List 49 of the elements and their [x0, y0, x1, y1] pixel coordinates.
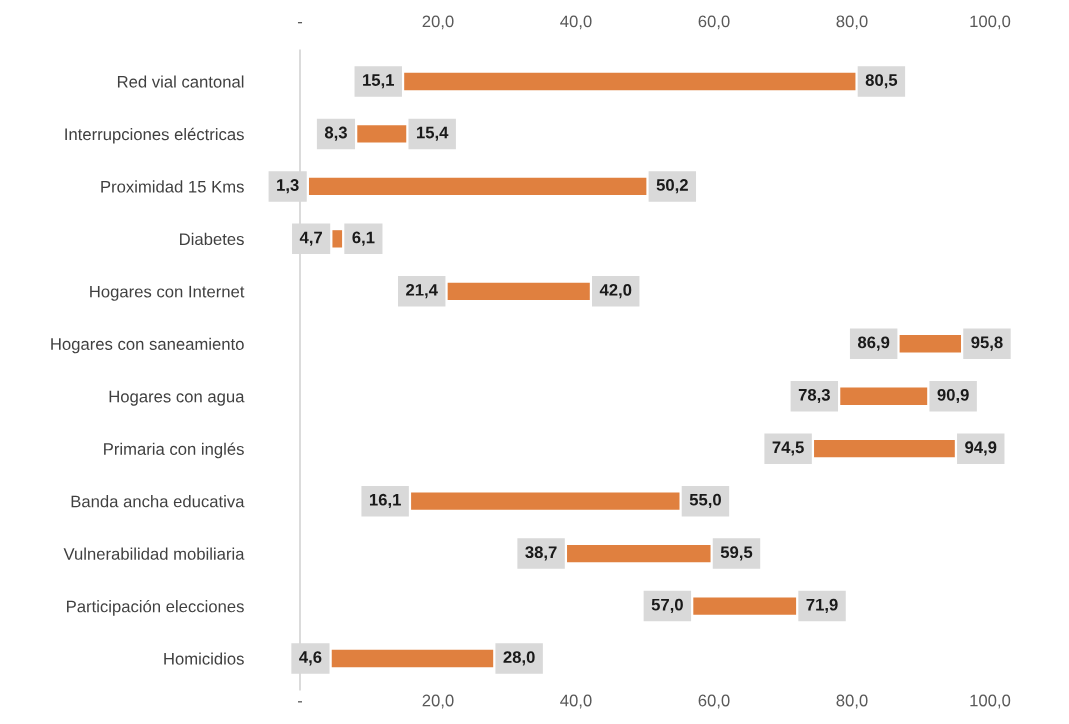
x-tick-label: 20,0 [422, 694, 454, 709]
annotation: 4,6 [299, 651, 322, 666]
y-tick-label: Participación elecciones [67, 599, 244, 616]
data-label: 90,9 [937, 388, 969, 404]
data-label: 59,5 [720, 546, 753, 561]
data-label: 94,9 [965, 441, 997, 456]
data-label: 95,8 [971, 336, 1003, 351]
annotation: 4,7 [299, 231, 322, 246]
annotation: 1,3 [277, 179, 299, 194]
annotation: 21,4 [406, 283, 438, 299]
x-tick-label: 60,0 [698, 694, 730, 709]
y-tick-label: Banda ancha educativa [71, 495, 245, 508]
annotation: 16,1 [369, 493, 401, 509]
annotation: 8,3 [324, 126, 347, 141]
y-tick-label: Proximidad 15 Kms [101, 180, 244, 193]
x-tick-label: 80,0 [836, 694, 868, 709]
annotation: 38,7 [525, 546, 557, 561]
x-tick-label: - [297, 701, 303, 703]
data-label: 55,0 [689, 493, 721, 509]
data-label: 42,0 [599, 283, 632, 299]
data-label: 80,5 [865, 74, 898, 89]
annotation: 86,9 [857, 336, 890, 351]
annotation: 74,5 [772, 441, 804, 456]
annotation: 15,1 [363, 74, 395, 89]
x2-tick-label: - [297, 22, 303, 24]
y-tick-label: Diabetes [180, 232, 244, 246]
x-tick-label: 40,0 [560, 694, 592, 709]
data-label: 15,4 [417, 126, 449, 141]
annotation: 57,0 [651, 598, 683, 613]
x-tick-label: 100,0 [970, 694, 1011, 709]
data-label: 6,1 [352, 231, 375, 246]
y-tick-label: Red vial cantonal [117, 75, 244, 88]
data-label: 28,0 [503, 651, 535, 666]
y-tick-label: Interrupciones eléctricas [65, 127, 244, 144]
x2-tick-label: 20,0 [422, 15, 454, 30]
y-tick-label: Primaria con inglés [104, 442, 244, 459]
y-tick-label: Hogares con saneamiento [51, 337, 244, 354]
y-tick-label: Homicidios [164, 652, 244, 665]
x2-tick-label: 40,0 [560, 15, 592, 30]
bar [332, 230, 343, 248]
x2-tick-label: 60,0 [698, 15, 730, 30]
annotation: 78,3 [798, 388, 830, 404]
x2-tick-label: 80,0 [836, 15, 868, 30]
y-tick-label: Hogares con Internet [90, 285, 245, 301]
y-tick-label: Hogares con agua [109, 390, 245, 406]
x2-tick-label: 100,0 [970, 15, 1011, 30]
y-tick-label: Vulnerabilidad mobiliaria [63, 547, 245, 560]
data-label: 71,9 [806, 598, 838, 613]
data-label: 50,2 [656, 179, 688, 194]
